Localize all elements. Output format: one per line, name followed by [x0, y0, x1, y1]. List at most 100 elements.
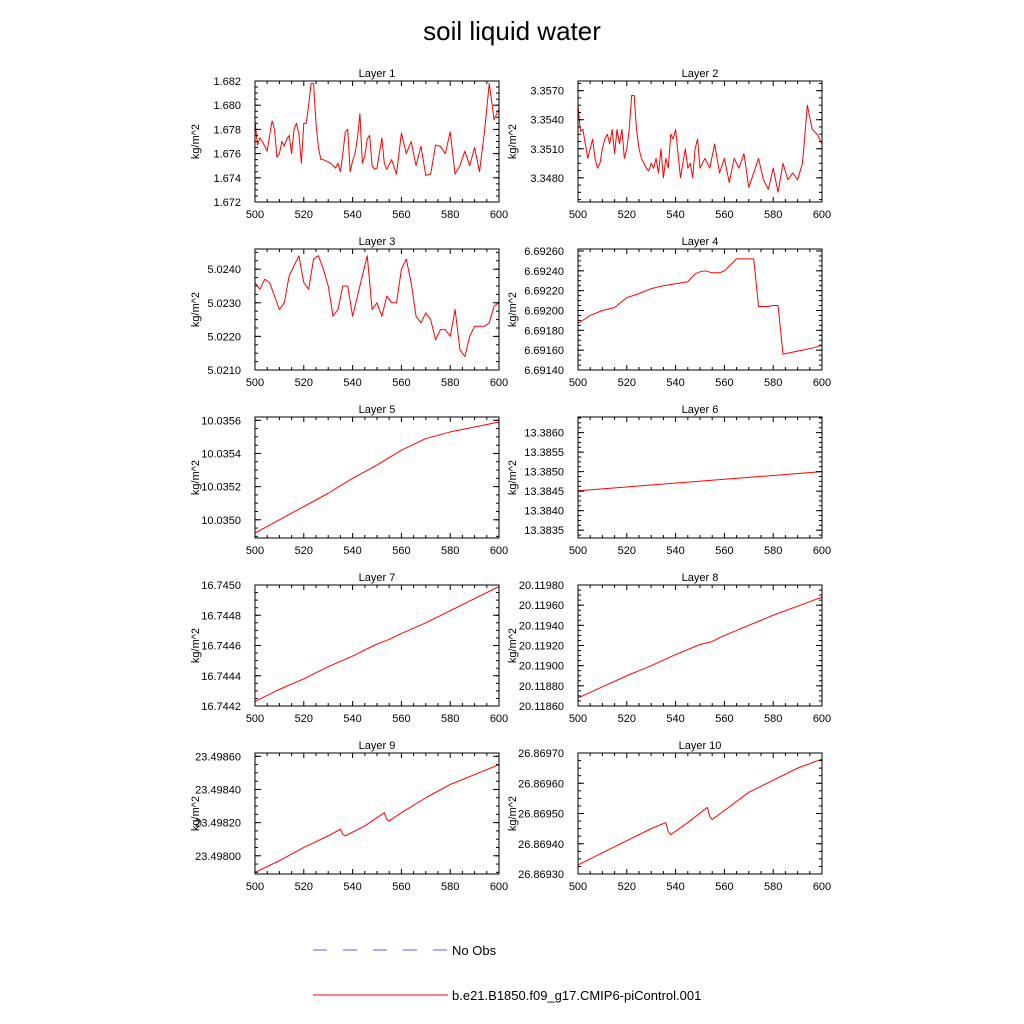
panel-layer-10-ytick-label: 26.86950	[518, 809, 564, 821]
panel-layer-8-xtick-label: 540	[666, 713, 684, 725]
panel-layer-2-ytick-label: 3.3540	[530, 115, 564, 127]
panel-layer-1-xtick-label: 540	[343, 209, 361, 221]
panel-layer-5-series-line	[254, 421, 500, 534]
panel-layer-5-xtick-label: 520	[295, 545, 313, 557]
panel-layer-9-xtick-label: 600	[490, 881, 508, 893]
panel-layer-10-ytick-label: 26.86930	[518, 869, 564, 881]
panel-layer-8-xtick-label: 500	[569, 713, 587, 725]
figure-title: soil liquid water	[423, 16, 601, 46]
panel-layer-3-xtick-label: 580	[441, 377, 459, 389]
panel-layer-5-ytick-label: 10.0354	[201, 448, 241, 460]
panel-layer-5-title: Layer 5	[359, 404, 396, 416]
panel-layer-3-series-line	[254, 255, 500, 358]
panel-layer-2-xtick-label: 580	[764, 209, 782, 221]
panel-layer-2-xtick-label: 540	[666, 209, 684, 221]
panel-layer-6-xtick-label: 600	[813, 545, 831, 557]
panel-layer-9-xtick-label: 540	[343, 881, 361, 893]
panel-layer-7-xtick-label: 580	[441, 713, 459, 725]
panel-layer-8-xtick-label: 600	[813, 713, 831, 725]
panel-layer-10-ylabel: kg/m^2	[507, 796, 519, 831]
panel-layer-7-ytick-label: 16.7448	[201, 610, 241, 622]
panel-layer-2-series-line	[577, 95, 823, 193]
panel-layer-3-xtick-label: 500	[246, 377, 264, 389]
panel-layer-9: Layer 9 kg/m^2 500 520 540 560 580 600 23.49800 2…	[190, 740, 508, 893]
panel-layer-5-ytick-label: 10.0350	[201, 515, 241, 527]
panel-layer-8: Layer 8 kg/m^2 500 520 540 560 580 600 20.11860 2…	[507, 572, 831, 725]
panel-layer-5-xtick-label: 500	[246, 545, 264, 557]
panel-layer-1-ytick-label: 1.678	[213, 124, 241, 136]
panel-layer-1-ytick-label: 1.682	[213, 76, 241, 88]
panel-layer-10-xtick-label: 560	[715, 881, 733, 893]
panel-layer-10-xtick-label: 540	[666, 881, 684, 893]
panel-layer-2-ytick-label: 3.3570	[530, 86, 564, 98]
panel-layer-6-xtick-label: 500	[569, 545, 587, 557]
panel-layer-4-ytick-label: 6.69200	[524, 305, 564, 317]
panel-layer-3-xtick-label: 540	[343, 377, 361, 389]
panel-layer-2-xtick-label: 560	[715, 209, 733, 221]
panel-layer-4-title: Layer 4	[682, 236, 719, 248]
panel-layer-1-ytick-label: 1.672	[213, 197, 241, 209]
panel-layer-3-ytick-label: 5.0240	[207, 264, 241, 276]
panel-layer-10-series-line	[577, 758, 823, 866]
panel-layer-1-ytick-label: 1.676	[213, 149, 241, 161]
panel-layer-3-xtick-label: 600	[490, 377, 508, 389]
panel-layer-6-series-line	[577, 471, 823, 492]
panel-layer-1-xtick-label: 520	[295, 209, 313, 221]
panel-layer-5-ytick-label: 10.0352	[201, 482, 241, 494]
panel-layer-8-xtick-label: 580	[764, 713, 782, 725]
panel-layer-6-ytick-label: 13.3850	[524, 467, 564, 479]
panel-layer-7-xtick-label: 540	[343, 713, 361, 725]
panel-layer-9-series-line	[254, 764, 500, 873]
panel-layer-6-ylabel: kg/m^2	[507, 460, 519, 495]
panel-layer-4-xtick-label: 560	[715, 377, 733, 389]
panel-layer-8-ytick-label: 20.11860	[519, 701, 564, 713]
panel-layer-3-xtick-label: 560	[392, 377, 410, 389]
panel-layer-3-title: Layer 3	[359, 236, 396, 248]
panel-layer-2-ytick-label: 3.3480	[530, 173, 564, 185]
panel-layer-2-xtick-label: 520	[618, 209, 636, 221]
panel-layer-7-title: Layer 7	[359, 572, 396, 584]
panel-layer-10-xtick-label: 600	[813, 881, 831, 893]
panel-layer-5-ytick-label: 10.0356	[201, 415, 241, 427]
panel-layer-3-ytick-label: 5.0230	[207, 298, 241, 310]
panel-layer-9-xtick-label: 500	[246, 881, 264, 893]
legend-label-model-run: b.e21.B1850.f09_g17.CMIP6-piControl.001	[452, 988, 701, 1003]
panel-layer-8-ytick-label: 20.11940	[519, 620, 564, 632]
panel-layer-7-ytick-label: 16.7446	[201, 641, 241, 653]
panel-layer-4-ytick-label: 6.69260	[524, 246, 564, 258]
panel-layer-8-xtick-label: 560	[715, 713, 733, 725]
panel-layer-4-ytick-label: 6.69160	[524, 345, 564, 357]
panel-layer-9-ytick-label: 23.49820	[195, 818, 241, 830]
panel-layer-4-xtick-label: 580	[764, 377, 782, 389]
panel-layer-4-xtick-label: 500	[569, 377, 587, 389]
panel-layer-10: Layer 10 kg/m^2 500 520 540 560 580 600 26.86930…	[507, 740, 831, 893]
panel-layer-7-ytick-label: 16.7442	[201, 701, 241, 713]
panel-layer-1-xtick-label: 580	[441, 209, 459, 221]
panel-layer-7-xtick-label: 600	[490, 713, 508, 725]
panel-layer-1-ytick-label: 1.680	[213, 100, 241, 112]
panel-layer-6-xtick-label: 540	[666, 545, 684, 557]
panel-layer-5-ylabel: kg/m^2	[190, 460, 202, 495]
panel-layer-1-ytick-label: 1.674	[213, 173, 241, 185]
panel-layer-10-title: Layer 10	[679, 740, 722, 752]
panel-layer-4-ytick-label: 6.69220	[524, 286, 564, 298]
panel-grid: Layer 1 kg/m^2 500 520 540 560 580 600 1.672 1.67…	[190, 68, 831, 893]
panel-layer-6-xtick-label: 580	[764, 545, 782, 557]
panel-layer-10-xtick-label: 500	[569, 881, 587, 893]
panel-layer-6-ytick-label: 13.3840	[524, 506, 564, 518]
panel-layer-5-xtick-label: 540	[343, 545, 361, 557]
panel-layer-1-title: Layer 1	[359, 68, 396, 80]
panel-layer-8-ylabel: kg/m^2	[507, 628, 519, 663]
panel-layer-7-xtick-label: 520	[295, 713, 313, 725]
panel-layer-10-ytick-label: 26.86970	[518, 748, 564, 760]
panel-layer-9-ytick-label: 23.49800	[195, 851, 241, 863]
panel-layer-2-xtick-label: 500	[569, 209, 587, 221]
panel-layer-6-xtick-label: 560	[715, 545, 733, 557]
panel-layer-4-ytick-label: 6.69140	[524, 365, 564, 377]
panel-layer-4-ytick-label: 6.69240	[524, 266, 564, 278]
panel-layer-2-ylabel: kg/m^2	[507, 124, 519, 159]
panel-layer-7: Layer 7 kg/m^2 500 520 540 560 580 600 16.7442 16…	[190, 572, 508, 725]
panel-layer-9-ylabel: kg/m^2	[190, 796, 202, 831]
panel-layer-7-ytick-label: 16.7450	[201, 580, 241, 592]
